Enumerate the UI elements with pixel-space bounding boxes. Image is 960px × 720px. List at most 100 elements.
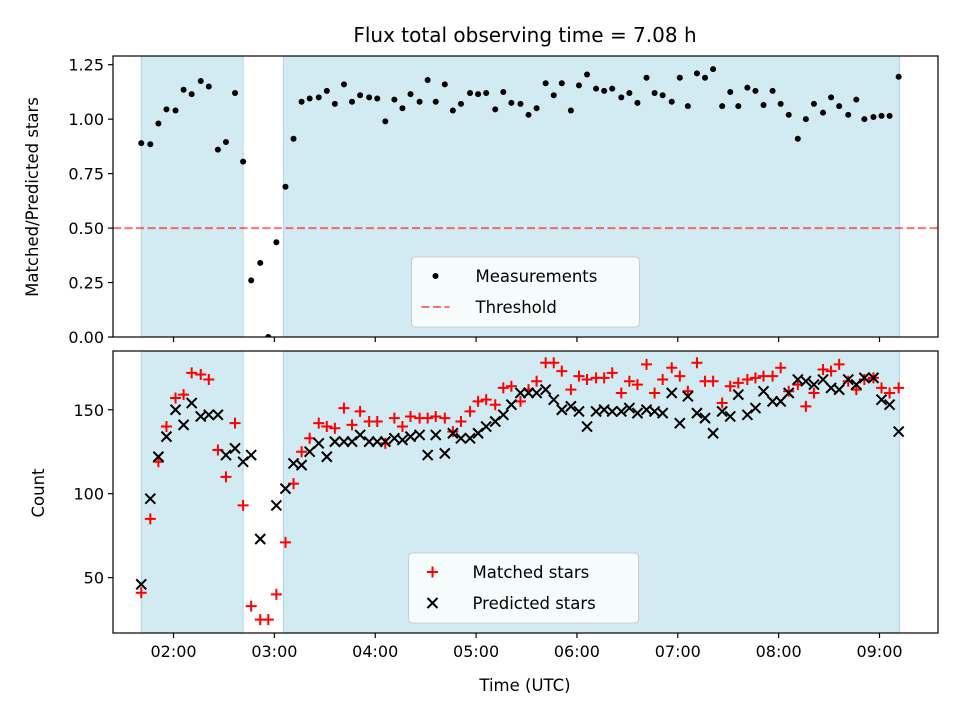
measurement-point xyxy=(836,103,843,110)
top-y-tick-label: 1.25 xyxy=(68,56,104,75)
matched-star-point xyxy=(262,614,274,626)
matched-star-point xyxy=(405,410,417,422)
matched-star-point xyxy=(455,416,467,427)
measurement-point xyxy=(248,277,255,284)
measurement-point xyxy=(374,95,381,102)
legend-entry-label: Predicted stars xyxy=(473,594,596,613)
matched-star-point xyxy=(472,395,484,407)
x-tick-label: 04:00 xyxy=(352,642,398,661)
predicted-star-point xyxy=(716,405,728,418)
legend-measurement-marker xyxy=(432,273,439,279)
predicted-star-point xyxy=(220,449,232,461)
matched-star-point xyxy=(649,387,661,399)
predicted-star-point xyxy=(581,420,593,433)
legend-matched-marker xyxy=(427,566,438,578)
top-axes-frame xyxy=(112,55,939,338)
measurement-point xyxy=(828,94,835,101)
predicted-star-point xyxy=(699,412,711,424)
matched-star-point xyxy=(313,417,325,429)
predicted-star-point xyxy=(724,410,736,423)
matched-star-point xyxy=(304,432,316,444)
matched-star-point xyxy=(430,410,442,422)
matched-star-point xyxy=(775,362,787,374)
predicted-star-point xyxy=(858,372,871,384)
matched-star-point xyxy=(548,357,560,369)
predicted-star-point xyxy=(530,387,543,399)
x-axis-label: Time (UTC) xyxy=(478,676,570,695)
predicted-star-point xyxy=(212,409,224,421)
predicted-star-point xyxy=(505,399,518,411)
matched-star-point xyxy=(135,587,147,599)
measurement-point xyxy=(794,135,801,142)
matched-star-point xyxy=(833,358,845,370)
x-tick-label: 02:00 xyxy=(150,642,196,661)
measurement-point xyxy=(651,90,658,97)
count-panel: Count Time (UTC) 50 100 150 02:00 03:00 04:00… xyxy=(29,350,939,695)
matched-star-point xyxy=(641,358,653,370)
measurement-point xyxy=(205,83,212,90)
measurement-point xyxy=(609,85,616,92)
measurement-point xyxy=(601,87,608,94)
measurement-point xyxy=(424,76,431,83)
predicted-star-point xyxy=(691,407,703,419)
predicted-star-point xyxy=(404,430,417,443)
measurement-point xyxy=(542,80,549,87)
matched-star-point xyxy=(531,375,543,387)
legend-entry-label: Measurements xyxy=(476,267,598,286)
matched-star-point xyxy=(229,417,241,429)
matched-star-point xyxy=(354,405,366,417)
predicted-star-point xyxy=(169,404,182,416)
measurement-point xyxy=(693,70,700,77)
x-tick-label: 03:00 xyxy=(251,642,297,661)
matched-star-point xyxy=(598,372,610,384)
measurement-point xyxy=(180,86,187,93)
chart-title: Flux total observing time = 7.08 h xyxy=(353,23,696,47)
measurement-point xyxy=(618,94,625,101)
matched-star-point xyxy=(514,395,526,407)
predicted-star-point xyxy=(152,451,165,463)
matched-star-point xyxy=(623,375,635,387)
matched-star-point xyxy=(808,387,820,399)
measurement-point xyxy=(593,85,600,92)
measurement-point xyxy=(331,100,338,107)
measurement-point xyxy=(172,107,179,114)
matched-star-point xyxy=(329,422,341,434)
predicted-star-point xyxy=(464,432,476,444)
x-tick-label: 05:00 xyxy=(453,642,499,661)
measurement-point xyxy=(735,103,742,110)
measurement-point xyxy=(760,102,767,109)
measurement-point xyxy=(449,107,456,114)
predicted-star-point xyxy=(177,419,190,431)
predicted-star-point xyxy=(203,409,215,421)
predicted-star-point xyxy=(329,435,341,448)
matched-star-point xyxy=(371,416,383,427)
matched-star-point xyxy=(505,380,517,392)
measurement-point xyxy=(306,95,313,102)
matched-star-point xyxy=(447,426,459,438)
measurement-point xyxy=(886,112,893,119)
top-legend-box xyxy=(411,256,640,328)
measurement-point xyxy=(820,109,827,116)
predicted-star-point xyxy=(295,459,308,471)
matched-star-point xyxy=(346,419,358,431)
measurement-point xyxy=(895,73,902,80)
measurement-point xyxy=(349,98,356,105)
measurement-point xyxy=(197,78,204,85)
top-y-tick-label: 0.00 xyxy=(68,328,104,347)
predicted-star-point xyxy=(447,427,459,439)
measurement-point xyxy=(584,71,591,78)
measurement-point xyxy=(492,106,499,113)
predicted-star-point xyxy=(135,578,147,591)
measurement-point xyxy=(315,94,322,101)
matched-star-point xyxy=(565,384,577,396)
matched-star-point xyxy=(716,397,728,409)
matched-star-point xyxy=(691,357,703,369)
measurement-point xyxy=(290,135,297,142)
predicted-star-point xyxy=(303,446,316,458)
measurement-point xyxy=(769,87,776,94)
matched-star-point xyxy=(767,370,779,382)
predicted-star-point xyxy=(480,420,492,433)
matched-star-point xyxy=(270,588,282,600)
predicted-star-point xyxy=(539,383,552,396)
matched-star-point xyxy=(203,374,215,386)
